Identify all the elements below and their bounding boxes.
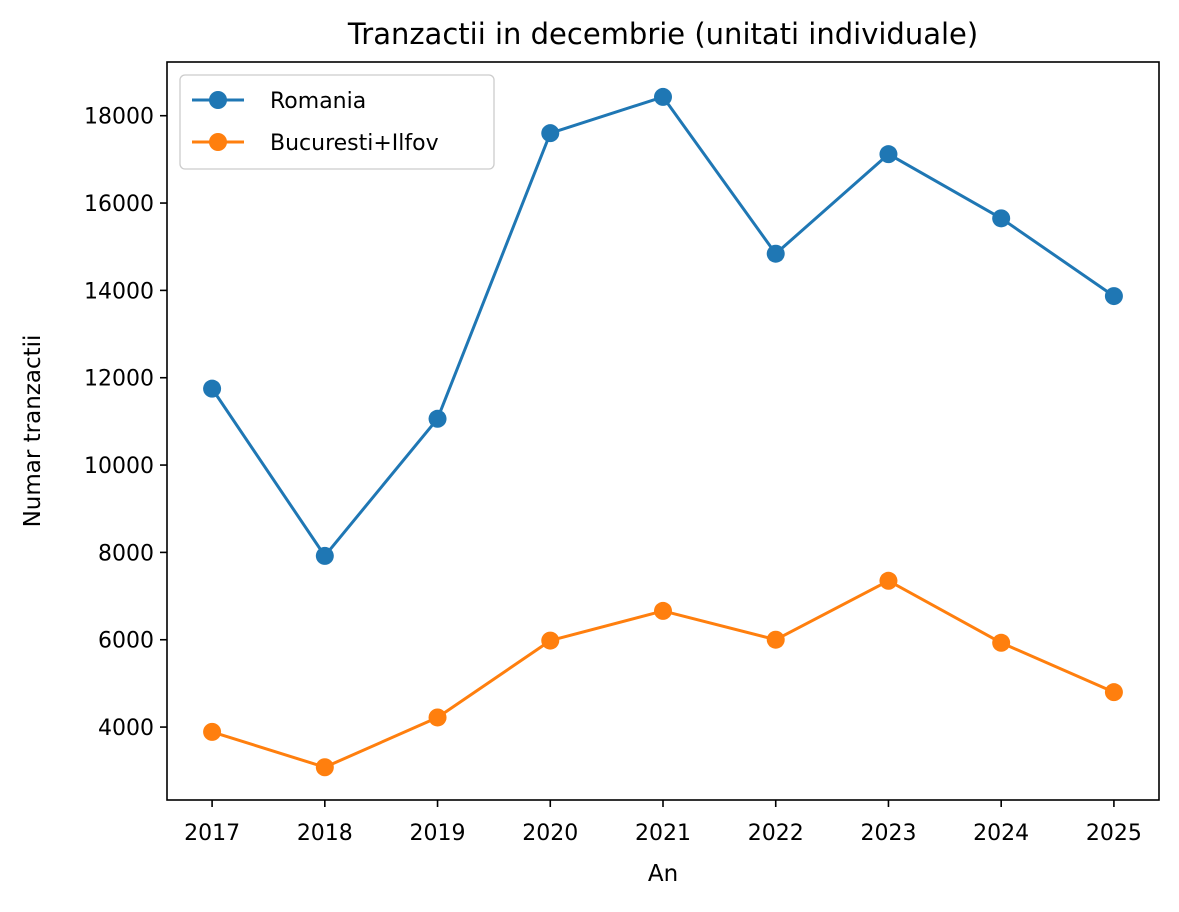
data-point-romania (654, 87, 672, 106)
series-romania (203, 87, 1123, 565)
data-point-bucuresti-ilfov (315, 758, 334, 777)
data-point-bucuresti-ilfov (654, 601, 672, 620)
y-axis-ticks: 4000 6000 8000 10000 12000 14000 16000 18000 (84, 105, 167, 741)
y-tick-label: 14000 (84, 279, 154, 304)
plot-area (166, 61, 1160, 801)
x-axis-ticks: 2017 2018 2019 2020 2021 2022 2023 2024 2025 (184, 800, 1142, 846)
legend-label-bucuresti-ilfov: Bucuresti+Ilfov (270, 131, 439, 156)
x-axis-label: An (648, 861, 678, 887)
x-tick-label: 2017 (184, 821, 240, 846)
data-point-bucuresti-ilfov (766, 630, 785, 649)
y-axis-label: Numar tranzactii (20, 335, 46, 528)
chart-title: Tranzactii in decembrie (unitati individ… (347, 17, 978, 51)
y-tick-label: 6000 (98, 629, 154, 654)
y-tick-label: 10000 (84, 454, 154, 479)
data-point-romania (541, 124, 560, 143)
legend-marker-bucuresti-ilfov (209, 133, 227, 151)
x-tick-label: 2025 (1086, 821, 1142, 846)
x-tick-label: 2023 (860, 821, 916, 846)
data-point-romania (1104, 287, 1123, 306)
data-point-romania (992, 209, 1011, 228)
data-point-romania (428, 409, 447, 428)
legend-box (179, 74, 495, 170)
x-tick-label: 2020 (522, 821, 578, 846)
series-bucuresti-ilfov (203, 571, 1123, 777)
x-tick-label: 2021 (635, 821, 691, 846)
data-point-bucuresti-ilfov (879, 571, 898, 590)
series-layer (203, 87, 1123, 777)
legend-marker-romania (209, 91, 227, 109)
x-tick-label: 2024 (973, 821, 1029, 846)
y-tick-label: 16000 (84, 192, 154, 217)
y-tick-label: 12000 (84, 367, 154, 392)
y-tick-label: 18000 (84, 105, 154, 130)
y-tick-label: 8000 (98, 541, 154, 566)
legend: Romania Bucuresti+Ilfov (179, 74, 495, 170)
data-point-romania (315, 546, 334, 565)
data-point-bucuresti-ilfov (203, 722, 222, 741)
x-tick-label: 2022 (748, 821, 804, 846)
y-tick-label: 4000 (98, 716, 154, 741)
x-tick-label: 2018 (297, 821, 353, 846)
data-point-romania (766, 244, 785, 263)
legend-label-romania: Romania (270, 89, 366, 114)
data-point-bucuresti-ilfov (1104, 683, 1123, 702)
data-point-romania (203, 379, 222, 398)
data-point-bucuresti-ilfov (992, 633, 1011, 652)
data-point-bucuresti-ilfov (428, 708, 447, 727)
x-tick-label: 2019 (410, 821, 466, 846)
data-point-romania (879, 145, 898, 164)
data-point-bucuresti-ilfov (541, 631, 560, 650)
